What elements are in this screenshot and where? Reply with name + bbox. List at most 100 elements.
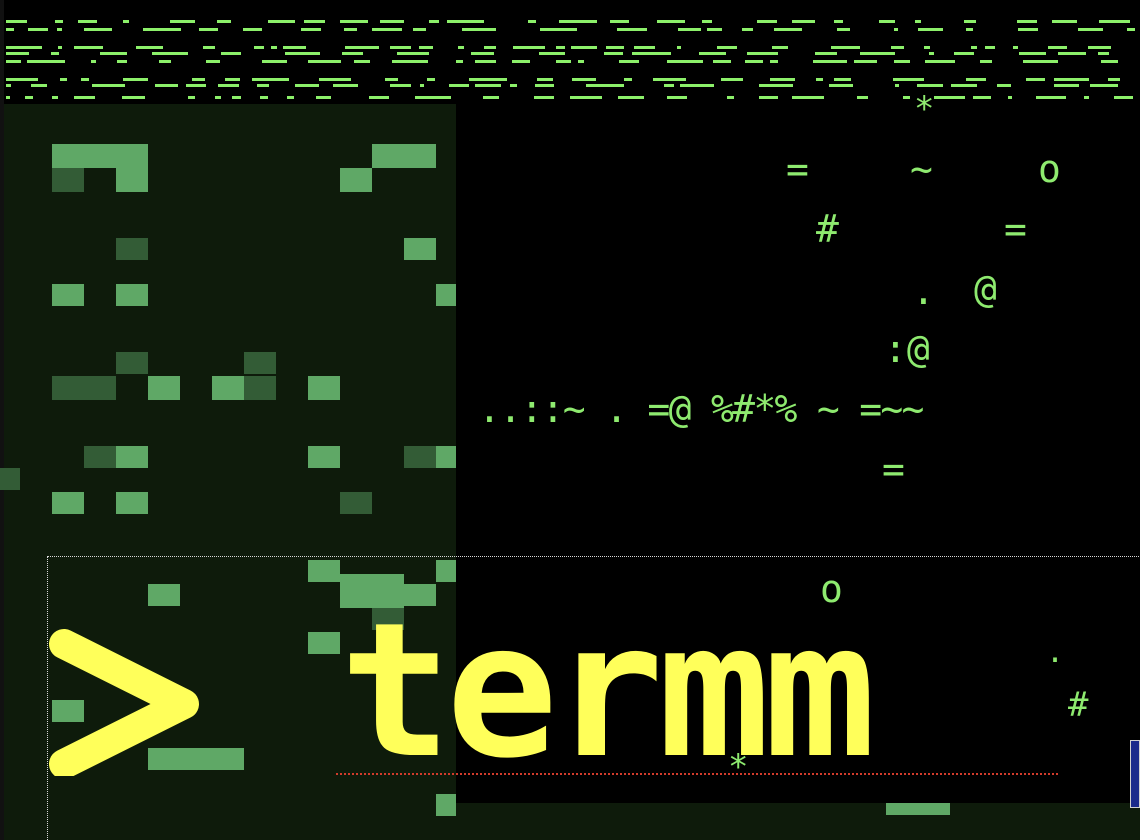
matrix-rain-dash: [742, 28, 753, 31]
matrix-rain-dash: [954, 52, 974, 55]
matrix-rain-dash: [283, 46, 306, 49]
matrix-rain-dash: [397, 52, 429, 55]
matrix-rain-dash: [333, 84, 358, 87]
matrix-rain-dash: [604, 52, 623, 55]
matrix-rain-dash: [319, 78, 351, 81]
matrix-rain-dash: [385, 78, 398, 81]
mosaic-block: [116, 352, 148, 374]
matrix-rain-dash: [6, 96, 10, 99]
matrix-rain-dash: [707, 28, 722, 31]
matrix-rain-dash: [152, 52, 188, 55]
matrix-rain-dash: [25, 96, 33, 99]
matrix-rain-dash: [1036, 96, 1066, 99]
mosaic-block: [244, 376, 276, 400]
matrix-rain-dash: [831, 46, 860, 49]
mosaic-block: [308, 632, 340, 654]
mosaic-block: [116, 284, 148, 306]
matrix-rain-dash: [57, 28, 62, 31]
mosaic-block: [84, 446, 116, 468]
matrix-rain-dash: [879, 20, 895, 23]
matrix-rain-dash: [559, 20, 597, 23]
matrix-rain-dash: [624, 78, 632, 81]
matrix-rain-dash: [427, 78, 435, 81]
matrix-rain-dash: [973, 96, 991, 99]
mosaic-block: [436, 284, 456, 306]
mosaic-block: [404, 238, 436, 260]
matrix-rain-dash: [192, 78, 205, 81]
matrix-rain-dash: [1088, 46, 1111, 49]
matrix-rain-dash: [1099, 20, 1130, 23]
matrix-rain-dash: [143, 28, 181, 31]
matrix-rain-dash: [217, 20, 231, 23]
matrix-rain-dash: [512, 60, 530, 63]
matrix-rain-dash: [218, 84, 239, 87]
ascii-glyph-g1: *: [914, 89, 935, 129]
matrix-rain-dash: [429, 20, 439, 23]
matrix-rain-dash: [657, 20, 685, 23]
ascii-glyph-g3: ~: [910, 147, 933, 191]
matrix-rain-dash: [918, 28, 943, 31]
matrix-rain-dash: [345, 46, 379, 49]
matrix-rain-dash: [295, 84, 319, 87]
matrix-rain-dash: [27, 60, 65, 63]
matrix-rain-dash: [1127, 28, 1135, 31]
matrix-rain-dash: [774, 28, 802, 31]
matrix-rain-dash: [891, 46, 904, 49]
matrix-rain-dash: [342, 52, 363, 55]
matrix-rain-dash: [677, 46, 681, 49]
matrix-rain-dash: [721, 78, 743, 81]
matrix-rain-dash: [6, 78, 38, 81]
matrix-rain-dash: [1078, 28, 1103, 31]
mosaic-block: [340, 168, 372, 192]
matrix-rain-dash: [456, 60, 463, 63]
matrix-rain-dash: [159, 60, 171, 63]
matrix-rain-dash: [534, 96, 554, 99]
matrix-rain-dash: [52, 96, 58, 99]
mosaic-block: [52, 284, 84, 306]
matrix-rain-dash: [304, 20, 325, 23]
matrix-rain-dash: [680, 84, 714, 87]
matrix-rain-dash: [287, 96, 294, 99]
matrix-rain-dash: [483, 96, 499, 99]
matrix-rain-dash: [829, 84, 853, 87]
matrix-rain-dash: [1114, 96, 1133, 99]
matrix-rain-dash: [1054, 84, 1079, 87]
matrix-rain-dash: [1048, 46, 1067, 49]
matrix-rain-dash: [308, 60, 341, 63]
ascii-glyph-g4: o: [1038, 147, 1061, 191]
ascii-glyph-g2: =: [786, 147, 809, 191]
matrix-rain-dash: [924, 46, 930, 49]
mosaic-block: [52, 492, 84, 514]
ascii-glyph-g12: o: [820, 567, 843, 611]
matrix-rain-dash: [964, 20, 976, 23]
ascii-glyph-g9: :@: [884, 327, 930, 371]
matrix-rain-dash: [951, 84, 977, 87]
matrix-rain-dash: [857, 96, 868, 99]
matrix-rain-dash: [540, 28, 577, 31]
mosaic-block: [308, 376, 340, 400]
matrix-rain-dash: [354, 60, 370, 63]
matrix-rain-dash: [91, 60, 96, 63]
matrix-rain-dash: [122, 96, 145, 99]
mosaic-block: [52, 144, 148, 168]
matrix-rain-dash: [717, 46, 737, 49]
ascii-glyph-g15: *: [728, 747, 749, 787]
matrix-rain-dash: [340, 20, 368, 23]
matrix-rain-dash: [136, 46, 163, 49]
mosaic-block: [52, 376, 116, 400]
matrix-rain-dash: [484, 46, 496, 49]
matrix-rain-dash: [1058, 52, 1086, 55]
matrix-rain-dash: [392, 60, 428, 63]
matrix-rain-dash: [221, 52, 241, 55]
matrix-rain-dash: [980, 60, 992, 63]
matrix-rain-dash: [1108, 78, 1120, 81]
mosaic-block: [372, 584, 436, 606]
matrix-rain-dash: [301, 28, 321, 31]
matrix-rain-dash: [268, 20, 295, 23]
matrix-rain-dash: [74, 46, 103, 49]
matrix-rain-dash: [74, 96, 95, 99]
matrix-rain-dash: [1013, 46, 1018, 49]
matrix-rain-dash: [971, 46, 977, 49]
matrix-rain-dash: [155, 84, 178, 87]
